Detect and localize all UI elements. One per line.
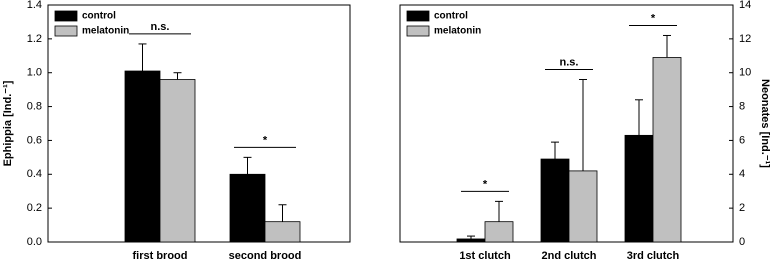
x-tick-label: 2nd clutch	[541, 250, 596, 262]
y-tick-label: 0.4	[27, 168, 42, 180]
y-tick-label: 1.2	[27, 33, 42, 45]
y-tick-label: 12	[739, 33, 751, 45]
y-tick-label: 0.0	[27, 236, 42, 248]
plot-frame	[47, 4, 351, 243]
significance-label: *	[651, 12, 656, 24]
bar	[456, 238, 486, 243]
significance-label: n.s.	[560, 56, 579, 68]
y-tick-label: 0.8	[27, 100, 42, 112]
y-axis-label: Ephippia [Ind.⁻¹]	[2, 80, 14, 166]
bar	[540, 158, 570, 243]
y-tick-label: 4	[739, 168, 745, 180]
legend-swatch	[406, 10, 430, 22]
x-tick-label: 1st clutch	[459, 250, 511, 262]
y-tick-label: 1.4	[27, 0, 42, 11]
y-tick-label: 10	[739, 67, 751, 79]
y-tick-label: 8	[739, 100, 745, 112]
significance-label: n.s.	[151, 21, 170, 33]
legend-swatch	[54, 10, 78, 22]
y-axis-label: Neonates [Ind.⁻¹]	[759, 79, 771, 168]
y-tick-label: 2	[739, 202, 745, 214]
legend-label: control	[434, 11, 468, 22]
y-tick-label: 6	[739, 134, 745, 146]
x-tick-label: first brood	[133, 250, 188, 262]
significance-label: *	[263, 134, 268, 146]
bar	[124, 70, 161, 243]
x-tick-label: 3rd clutch	[627, 250, 680, 262]
legend-label: melatonin	[82, 26, 129, 37]
x-tick-label: second brood	[229, 250, 302, 262]
y-tick-label: 1.0	[27, 67, 42, 79]
legend-label: melatonin	[434, 26, 481, 37]
bar	[159, 79, 196, 243]
bar	[264, 221, 301, 243]
y-tick-label: 0.6	[27, 134, 42, 146]
y-tick-label: 14	[739, 0, 751, 11]
bar	[229, 173, 266, 243]
legend-label: control	[82, 11, 116, 22]
bar	[568, 170, 598, 243]
bar	[484, 221, 514, 243]
bar	[624, 134, 654, 243]
y-tick-label: 0	[739, 236, 745, 248]
bar	[652, 57, 682, 243]
significance-label: *	[483, 178, 488, 190]
y-tick-label: 0.2	[27, 202, 42, 214]
legend-swatch	[406, 25, 430, 37]
legend-swatch	[54, 25, 78, 37]
